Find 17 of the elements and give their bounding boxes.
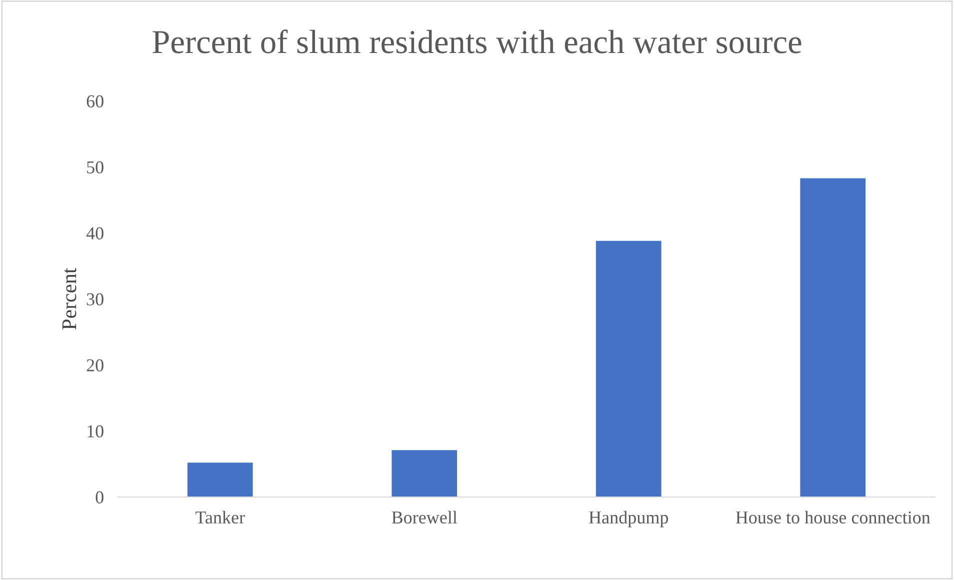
x-tick-label: Handpump [589, 510, 668, 528]
y-tick-label: 20 [86, 359, 104, 372]
y-tick-label: 60 [86, 95, 104, 108]
y-tick-label: 50 [87, 161, 104, 174]
y-tick-label: 30 [86, 293, 104, 306]
chart-title: Percent of slum residents with each water source [152, 30, 802, 54]
x-tick-label: Tanker [196, 510, 245, 524]
y-tick-label: 10 [88, 425, 104, 438]
y-axis-title: Percent [62, 268, 76, 330]
y-tick-label: 40 [86, 227, 104, 240]
y-tick-label: 0 [96, 491, 104, 504]
x-tick-label: Borewell [392, 510, 458, 524]
bar [596, 240, 662, 497]
bar [392, 450, 458, 497]
bar [800, 178, 866, 497]
bar [187, 462, 253, 497]
x-tick-label: House to house connection [736, 510, 930, 524]
